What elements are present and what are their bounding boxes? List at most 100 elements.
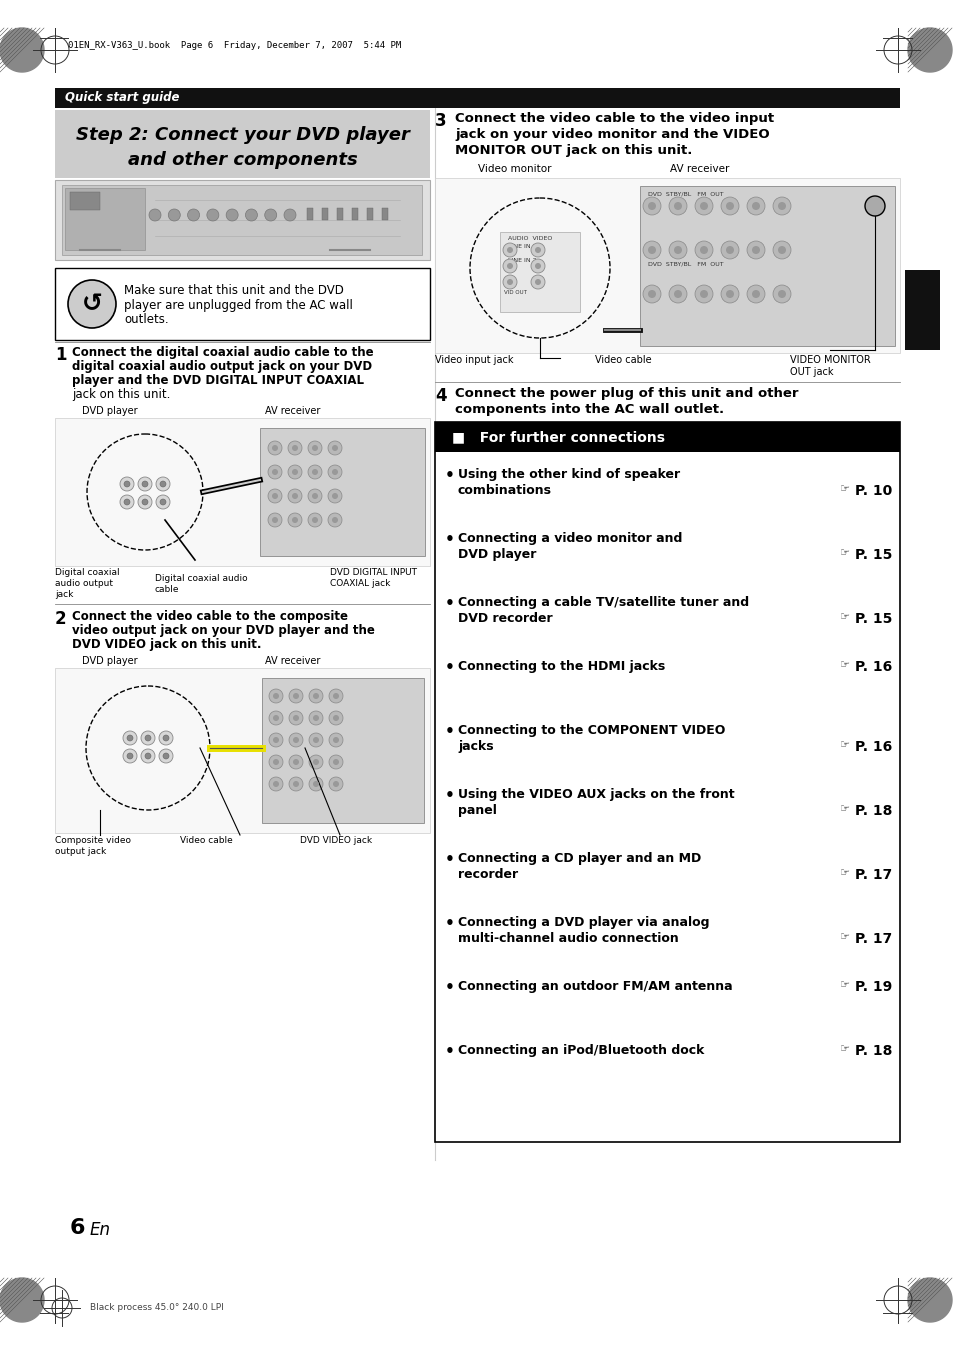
Circle shape xyxy=(288,465,302,480)
Polygon shape xyxy=(907,28,951,72)
Text: ☞: ☞ xyxy=(840,804,849,815)
Bar xyxy=(435,422,899,453)
Text: •: • xyxy=(444,979,455,994)
Circle shape xyxy=(673,203,681,209)
Bar xyxy=(352,208,357,220)
Text: 4: 4 xyxy=(435,386,446,405)
Circle shape xyxy=(328,440,341,455)
Text: •: • xyxy=(444,596,455,611)
Text: digital coaxial audio output jack on your DVD: digital coaxial audio output jack on you… xyxy=(71,359,372,373)
Circle shape xyxy=(778,203,785,209)
Circle shape xyxy=(751,290,760,299)
Circle shape xyxy=(268,440,282,455)
Circle shape xyxy=(506,280,513,285)
Circle shape xyxy=(163,753,169,759)
Circle shape xyxy=(284,209,295,222)
Circle shape xyxy=(308,489,322,503)
Text: Connecting a video monitor and: Connecting a video monitor and xyxy=(457,532,681,544)
Circle shape xyxy=(695,240,712,259)
Text: •: • xyxy=(444,467,455,484)
Circle shape xyxy=(308,513,322,527)
Circle shape xyxy=(273,693,278,698)
Circle shape xyxy=(531,243,544,257)
Circle shape xyxy=(124,481,130,486)
Text: Connecting an outdoor FM/AM antenna: Connecting an outdoor FM/AM antenna xyxy=(457,979,732,993)
Circle shape xyxy=(309,777,323,790)
Circle shape xyxy=(289,777,303,790)
Circle shape xyxy=(673,290,681,299)
Circle shape xyxy=(288,440,302,455)
Text: •: • xyxy=(444,724,455,739)
Circle shape xyxy=(273,738,278,743)
Circle shape xyxy=(751,203,760,209)
Text: Connecting to the COMPONENT VIDEO: Connecting to the COMPONENT VIDEO xyxy=(457,724,724,738)
Bar xyxy=(322,208,328,220)
Text: MONITOR OUT jack on this unit.: MONITOR OUT jack on this unit. xyxy=(455,145,692,157)
Bar xyxy=(435,178,899,353)
Circle shape xyxy=(127,735,132,740)
Circle shape xyxy=(535,263,540,269)
Circle shape xyxy=(725,203,733,209)
Text: ☞: ☞ xyxy=(840,740,849,750)
Circle shape xyxy=(778,290,785,299)
Text: •: • xyxy=(444,661,455,676)
Text: components into the AC wall outlet.: components into the AC wall outlet. xyxy=(455,403,723,416)
Circle shape xyxy=(124,499,130,505)
Circle shape xyxy=(226,209,238,222)
Bar xyxy=(55,417,430,566)
Circle shape xyxy=(329,755,343,769)
Circle shape xyxy=(535,280,540,285)
Text: audio output: audio output xyxy=(55,580,112,588)
Circle shape xyxy=(531,276,544,289)
Circle shape xyxy=(309,755,323,769)
Circle shape xyxy=(292,444,297,451)
Circle shape xyxy=(502,259,517,273)
Circle shape xyxy=(332,469,337,476)
Text: LINE IN 1: LINE IN 1 xyxy=(507,245,536,249)
Text: 6: 6 xyxy=(70,1219,86,1238)
Text: jacks: jacks xyxy=(457,740,493,753)
Circle shape xyxy=(720,197,739,215)
Bar xyxy=(70,192,100,209)
Text: En: En xyxy=(90,1221,111,1239)
Circle shape xyxy=(273,759,278,765)
Circle shape xyxy=(312,469,317,476)
Circle shape xyxy=(720,240,739,259)
Circle shape xyxy=(207,209,218,222)
Circle shape xyxy=(668,285,686,303)
Text: P. 15: P. 15 xyxy=(854,549,891,562)
Circle shape xyxy=(293,781,298,788)
Circle shape xyxy=(695,285,712,303)
Polygon shape xyxy=(0,1278,44,1323)
Text: Using the VIDEO AUX jacks on the front: Using the VIDEO AUX jacks on the front xyxy=(457,788,734,801)
Bar xyxy=(307,208,313,220)
Circle shape xyxy=(313,693,318,698)
Bar xyxy=(55,88,899,108)
Circle shape xyxy=(138,494,152,509)
Text: 1: 1 xyxy=(55,346,67,363)
Circle shape xyxy=(293,759,298,765)
Text: •: • xyxy=(444,1044,455,1059)
Text: OUT jack: OUT jack xyxy=(789,367,833,377)
Text: ☞: ☞ xyxy=(840,484,849,494)
Text: P. 16: P. 16 xyxy=(854,740,891,754)
Circle shape xyxy=(292,517,297,523)
Circle shape xyxy=(329,734,343,747)
Circle shape xyxy=(333,781,338,788)
Circle shape xyxy=(264,209,276,222)
Circle shape xyxy=(127,753,132,759)
Circle shape xyxy=(725,290,733,299)
Circle shape xyxy=(725,246,733,254)
Text: •: • xyxy=(444,532,455,547)
Circle shape xyxy=(68,280,116,328)
Circle shape xyxy=(864,196,884,216)
Bar xyxy=(260,428,424,557)
Circle shape xyxy=(145,735,151,740)
Circle shape xyxy=(269,711,283,725)
Bar xyxy=(55,109,430,178)
Bar xyxy=(499,232,579,312)
Circle shape xyxy=(333,715,338,721)
Circle shape xyxy=(268,489,282,503)
Circle shape xyxy=(772,285,790,303)
Circle shape xyxy=(751,246,760,254)
